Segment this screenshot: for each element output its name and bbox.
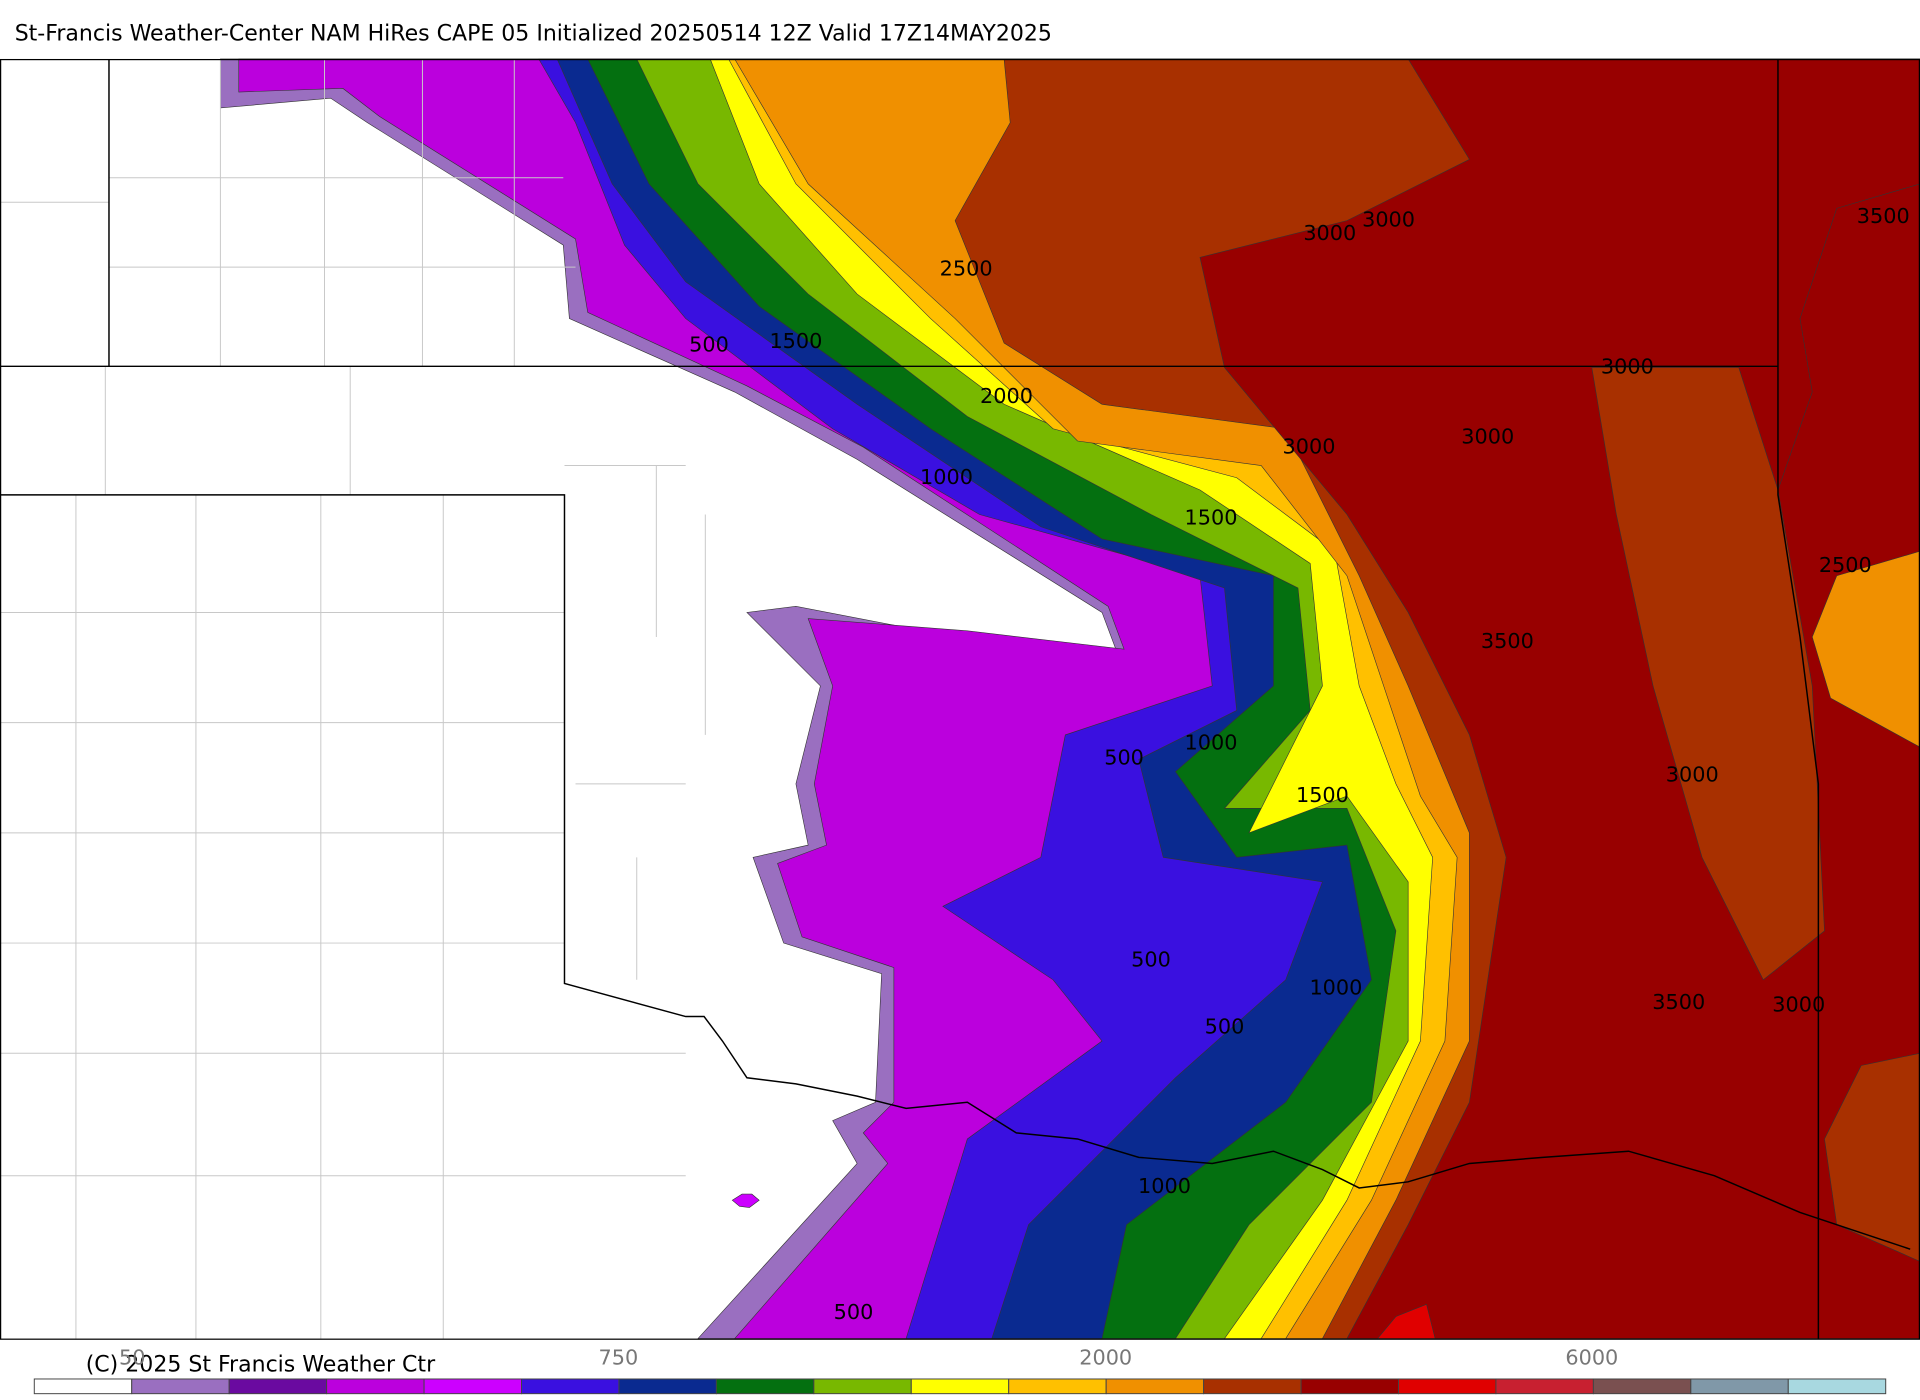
colorbar-swatch — [910, 1378, 1010, 1395]
cape-band — [1824, 1052, 1920, 1262]
state-line — [0, 494, 1911, 1250]
county-lines — [0, 58, 706, 1339]
contour-label: 1000 — [1138, 1174, 1191, 1198]
colorbar-swatch — [1592, 1378, 1692, 1395]
colorbar-swatch — [1203, 1378, 1302, 1395]
cape-bands — [220, 58, 1920, 1339]
contour-label: 2500 — [1819, 553, 1872, 577]
contour-label: 500 — [1104, 745, 1144, 769]
colorbar-swatch — [1105, 1378, 1205, 1395]
contour-label: 1000 — [920, 465, 973, 489]
colorbar-swatch — [326, 1378, 425, 1395]
colorbar-label: 750 — [599, 1345, 639, 1369]
colorbar-swatch — [521, 1378, 620, 1395]
map-frame — [0, 58, 1920, 1340]
contour-label: 3500 — [1652, 990, 1705, 1014]
contour-label: 3500 — [1857, 204, 1910, 228]
contour-label: 1500 — [1185, 505, 1238, 529]
colorbar-swatch — [1398, 1378, 1497, 1395]
contour-label: 500 — [834, 1300, 874, 1324]
colorbar-swatch — [1300, 1378, 1399, 1395]
colorbar: 50 750 2000 6000 — [33, 1345, 1887, 1395]
contour-label: 2000 — [980, 384, 1033, 408]
contour-label: 3000 — [1283, 434, 1336, 458]
contour-label: 500 — [689, 333, 729, 357]
colorbar-swatch — [813, 1378, 912, 1395]
cape-band — [1777, 58, 1920, 491]
map-title: St-Francis Weather-Center NAM HiRes CAPE… — [15, 22, 1052, 47]
state-lines — [0, 58, 1911, 1339]
colorbar-swatch — [618, 1378, 717, 1395]
colorbar-label: 2000 — [1079, 1345, 1132, 1369]
colorbar-swatch — [1787, 1378, 1887, 1395]
contour-label: 1000 — [1185, 731, 1238, 755]
colorbar-swatch — [1495, 1378, 1594, 1395]
cape-band — [731, 1193, 760, 1208]
county-grid — [0, 58, 706, 1339]
contour-label: 3000 — [1461, 424, 1514, 448]
colorbar-label: 6000 — [1565, 1345, 1618, 1369]
contour-label: 3000 — [1772, 993, 1825, 1017]
contour-label: 500 — [1131, 947, 1171, 971]
copyright: (C) 2025 St Francis Weather Ctr — [86, 1353, 436, 1378]
colorbar-label: 50 — [119, 1345, 145, 1369]
colorbar-swatch — [1008, 1378, 1107, 1395]
contour-label: 500 — [1205, 1015, 1245, 1039]
colorbar-swatch — [423, 1378, 522, 1395]
contour-label: 3500 — [1481, 629, 1534, 653]
contour-label: 1000 — [1309, 975, 1362, 999]
cape-band — [1811, 550, 1920, 748]
colorbar-swatch — [131, 1378, 230, 1395]
colorbar-swatch — [228, 1378, 328, 1395]
colorbar-swatch — [33, 1378, 133, 1395]
colorbar-swatch — [715, 1378, 815, 1395]
contour-label: 3000 — [1362, 208, 1415, 232]
cape-band — [1591, 367, 1825, 981]
contour-label: 3000 — [1303, 221, 1356, 245]
colorbar-swatch — [1690, 1378, 1789, 1395]
contour-label: 3000 — [1601, 355, 1654, 379]
state-line — [1777, 58, 1820, 1339]
contour-label: 2500 — [940, 257, 993, 281]
contour-label: 1500 — [1296, 783, 1349, 807]
contour-label: 3000 — [1666, 762, 1719, 786]
contour-label: 1500 — [769, 329, 822, 353]
